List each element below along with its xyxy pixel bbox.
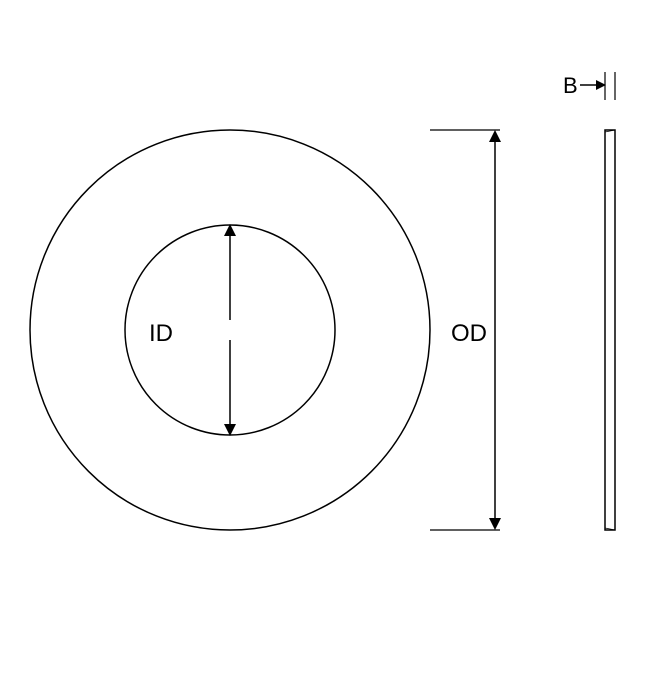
b-dimension [580,72,615,100]
od-label: OD [451,320,487,348]
id-label: ID [149,320,173,348]
diagram-svg [0,0,670,670]
id-dimension [224,224,236,436]
washer-outer-circle [30,130,430,530]
b-label: B [563,73,578,99]
washer-side-view [605,130,615,530]
washer-diagram: ID OD B [0,0,670,670]
